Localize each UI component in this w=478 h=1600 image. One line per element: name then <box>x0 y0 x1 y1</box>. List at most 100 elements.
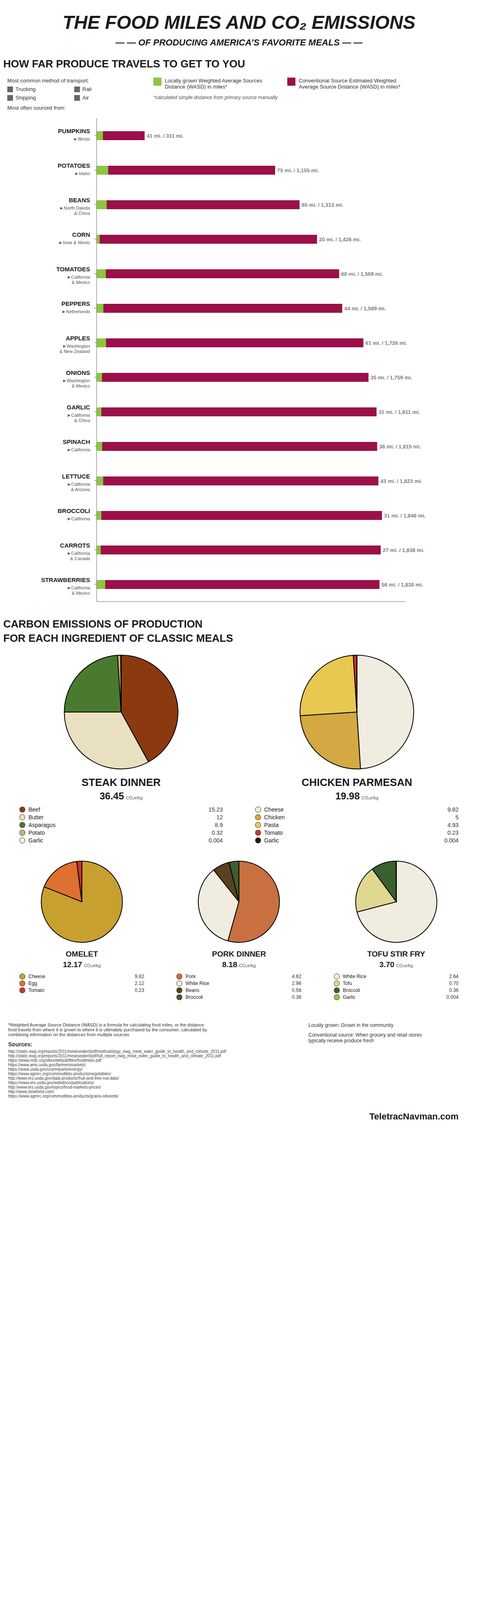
svg-text:►California: ►California <box>66 550 91 556</box>
html-text:TOFU STIR FRY: TOFU STIR FRY <box>367 948 426 958</box>
html-text:0.004: 0.004 <box>444 836 459 843</box>
html-text:Butter: Butter <box>28 813 44 820</box>
svg-text:LETTUCE: LETTUCE <box>62 472 91 480</box>
svg-text:41 mi. / 311 mi.: 41 mi. / 311 mi. <box>146 132 184 139</box>
svg-text:& Mexico: & Mexico <box>71 383 91 388</box>
html-text:Garlic: Garlic <box>28 836 44 843</box>
svg-text:31 mi. / 1,811 mi.: 31 mi. / 1,811 mi. <box>378 408 420 415</box>
svg-text:& China: & China <box>74 210 91 216</box>
html-text:Rail: Rail <box>82 86 92 93</box>
svg-text:►California: ►California <box>66 446 91 452</box>
html-text:OMELET: OMELET <box>65 948 98 958</box>
svg-text:ONIONS: ONIONS <box>66 368 91 376</box>
html-text:THE FOOD MILES AND CO₂ EMISSIO: THE FOOD MILES AND CO₂ EMISSIONS <box>62 11 416 33</box>
svg-text:CORN: CORN <box>72 230 91 238</box>
html-text:12: 12 <box>216 813 223 820</box>
svg-text:60 mi. / 1,569 mi.: 60 mi. / 1,569 mi. <box>341 270 384 277</box>
html-text:TeletracNavman.com: TeletracNavman.com <box>369 1110 459 1121</box>
html-text:Pasta: Pasta <box>264 820 279 828</box>
svg-text:►California: ►California <box>66 481 91 487</box>
svg-text:TOMATOES: TOMATOES <box>56 265 91 273</box>
svg-text:PUMPKINS: PUMPKINS <box>58 127 91 135</box>
svg-text:STRAWBERRIES: STRAWBERRIES <box>40 575 91 583</box>
svg-text:►Netherlands: ►Netherlands <box>61 308 91 314</box>
svg-text:POTATOES: POTATOES <box>57 161 91 169</box>
html-text:CARBON EMISSIONS OF PRODUCTION: CARBON EMISSIONS OF PRODUCTION <box>3 617 203 630</box>
html-text:FOR EACH INGREDIENT OF CLASSIC: FOR EACH INGREDIENT OF CLASSIC MEALS <box>3 631 234 644</box>
svg-text:56 mi. / 1,830 mi.: 56 mi. / 1,830 mi. <box>381 581 424 588</box>
svg-text:►California: ►California <box>66 515 91 521</box>
svg-text:BROCCOLI: BROCCOLI <box>57 506 91 514</box>
html-text:8.18CO₂e/kg: 8.18CO₂e/kg <box>222 959 256 968</box>
html-text:Garlic: Garlic <box>264 836 280 843</box>
html-text:— — OF PRODUCING AMERICA’S FAV: — — OF PRODUCING AMERICA’S FAVORITE MEAL… <box>115 37 363 48</box>
html-text:2.12: 2.12 <box>134 979 145 986</box>
html-text:Tomato: Tomato <box>264 828 283 836</box>
html-text:15.23: 15.23 <box>208 805 223 812</box>
html-text:3.70CO₂e/kg: 3.70CO₂e/kg <box>379 959 413 968</box>
svg-text:►Illinois: ►Illinois <box>73 136 91 142</box>
svg-text:35 mi. / 1,759 mi.: 35 mi. / 1,759 mi. <box>370 374 413 381</box>
svg-text:31 mi. / 1,846 mi.: 31 mi. / 1,846 mi. <box>383 512 426 519</box>
html-text:Most often sourced from:: Most often sourced from: <box>7 104 66 111</box>
svg-text:65 mi. / 1,313 mi.: 65 mi. / 1,313 mi. <box>301 201 344 208</box>
svg-text:75 mi. / 1,155 mi.: 75 mi. / 1,155 mi. <box>277 167 319 174</box>
html-text:Conventional Source Estimated: Conventional Source Estimated Weighted A… <box>298 77 401 90</box>
html-text:Locally grown Weighted Average: Locally grown Weighted Average Sources D… <box>164 77 263 90</box>
svg-text:►Washington: ►Washington <box>62 343 91 349</box>
html-text:Cheese: Cheese <box>264 805 284 812</box>
svg-text:36 mi. / 1,815 mi.: 36 mi. / 1,815 mi. <box>379 443 422 450</box>
svg-text:►California: ►California <box>66 584 91 590</box>
html-text:0.004: 0.004 <box>208 836 223 843</box>
svg-text:►Idaho: ►Idaho <box>74 170 91 176</box>
html-text:8.9: 8.9 <box>214 820 223 828</box>
svg-text:27 mi. / 1,838 mi.: 27 mi. / 1,838 mi. <box>382 546 425 553</box>
html-text:Shipping: Shipping <box>15 94 36 101</box>
html-text:9.82: 9.82 <box>447 805 459 812</box>
svg-text:►California: ►California <box>66 412 91 418</box>
svg-text:SPINACH: SPINACH <box>62 437 91 445</box>
html-text:9.82: 9.82 <box>134 972 145 979</box>
html-text:Asparagus: Asparagus <box>28 820 56 828</box>
html-text:12.17CO₂e/kg: 12.17CO₂e/kg <box>62 959 101 968</box>
html-text:Potato: Potato <box>28 828 45 836</box>
html-text:4.93: 4.93 <box>447 820 459 828</box>
html-text:*calculated simple distance fr: *calculated simple distance from primary… <box>153 94 278 101</box>
html-text:Tomato: Tomato <box>28 986 45 993</box>
html-text:HOW FAR PRODUCE TRAVELS TO GET: HOW FAR PRODUCE TRAVELS TO GET TO YOU <box>3 57 246 70</box>
html-text:19.98CO₂e/kg: 19.98CO₂e/kg <box>335 789 379 801</box>
html-text:Air: Air <box>82 94 89 101</box>
svg-text:►Iowa & Illinois: ►Iowa & Illinois <box>58 239 91 245</box>
html-text:PORK DINNER: PORK DINNER <box>212 948 266 958</box>
svg-text:& Mexico: & Mexico <box>71 279 91 285</box>
svg-text:APPLES: APPLES <box>65 334 91 342</box>
svg-text:61 mi. / 1,726 mi.: 61 mi. / 1,726 mi. <box>365 339 408 346</box>
svg-text:PEPPERS: PEPPERS <box>61 299 91 307</box>
svg-text:& Canada: & Canada <box>70 555 91 561</box>
html-text:36.45CO₂e/kg: 36.45CO₂e/kg <box>99 789 143 801</box>
svg-text:CARROTS: CARROTS <box>60 541 91 549</box>
html-text:0.23: 0.23 <box>447 828 459 836</box>
html-text:Sources:: Sources: <box>8 1039 33 1047</box>
html-text:Cheese: Cheese <box>28 972 46 979</box>
html-text:Chicken: Chicken <box>264 813 285 820</box>
svg-text:►Washington: ►Washington <box>62 377 91 383</box>
svg-text:& China: & China <box>74 417 91 423</box>
html-text:Beef: Beef <box>28 805 41 812</box>
html-text:Egg: Egg <box>28 979 38 986</box>
html-text:0.32: 0.32 <box>211 828 223 836</box>
svg-text:20 mi. / 1,426 mi.: 20 mi. / 1,426 mi. <box>318 236 361 243</box>
html-text:CHICKEN PARMESAN: CHICKEN PARMESAN <box>301 775 413 788</box>
svg-text:GARLIC: GARLIC <box>66 403 91 411</box>
html-text:Most common method of transpor: Most common method of transport: <box>7 77 90 84</box>
svg-text:& New Zealand: & New Zealand <box>59 348 91 354</box>
html-text:Trucking: Trucking <box>15 86 36 93</box>
svg-text:44 mi. / 1,589 mi.: 44 mi. / 1,589 mi. <box>344 305 386 312</box>
svg-text:43 mi. / 1,823 mi.: 43 mi. / 1,823 mi. <box>380 477 423 484</box>
svg-text:BEANS: BEANS <box>68 196 91 204</box>
html-text:STEAK DINNER: STEAK DINNER <box>81 775 161 788</box>
svg-text:►California: ►California <box>66 274 91 280</box>
svg-text:& Mexico: & Mexico <box>71 589 91 595</box>
svg-text:►North Dakota: ►North Dakota <box>59 205 91 211</box>
svg-text:& Arizona: & Arizona <box>71 486 91 492</box>
